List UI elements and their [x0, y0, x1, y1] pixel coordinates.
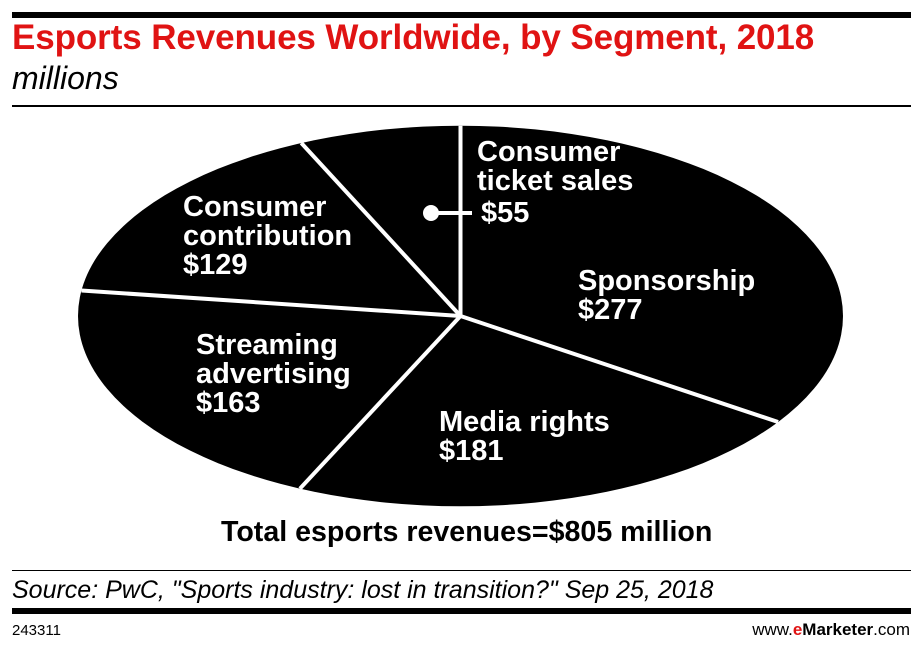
svg-text:ticket sales: ticket sales: [477, 165, 633, 197]
svg-text:$277: $277: [578, 294, 643, 326]
svg-text:Consumer: Consumer: [183, 191, 326, 223]
svg-text:$163: $163: [196, 387, 261, 419]
svg-text:Sponsorship: Sponsorship: [578, 265, 755, 297]
svg-text:Consumer: Consumer: [477, 136, 620, 168]
svg-text:Streaming: Streaming: [196, 329, 338, 361]
svg-text:Media rights: Media rights: [439, 406, 610, 438]
svg-text:$55: $55: [481, 197, 529, 229]
svg-text:contribution: contribution: [183, 220, 352, 252]
svg-text:$181: $181: [439, 435, 504, 467]
svg-text:$129: $129: [183, 249, 248, 281]
svg-text:advertising: advertising: [196, 358, 351, 390]
